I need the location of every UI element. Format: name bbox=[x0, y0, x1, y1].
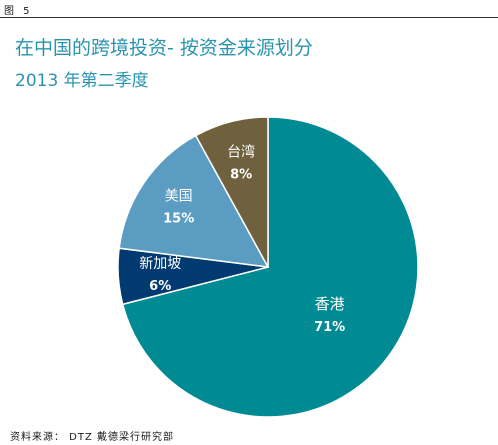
slice-value-usa: 15% bbox=[163, 211, 194, 226]
slice-value-singapore: 6% bbox=[149, 279, 171, 294]
slice-value-taiwan: 8% bbox=[230, 167, 252, 182]
chart-subtitle: 2013 年第二季度 bbox=[15, 71, 149, 91]
pie-slice-taiwan bbox=[194, 116, 269, 268]
figure-label: 图 5 bbox=[4, 6, 33, 17]
slice-value-hong-kong: 71% bbox=[314, 320, 345, 335]
pie-labels: 香港 71% 新加坡 6% 美国 15% 台湾 8% bbox=[139, 143, 345, 334]
pie-slices bbox=[117, 116, 419, 418]
slice-name-taiwan: 台湾 bbox=[227, 143, 255, 160]
slice-name-usa: 美国 bbox=[165, 188, 193, 204]
chart-title: 在中国的跨境投资- 按资金来源划分 bbox=[15, 37, 313, 59]
pie-slice-usa bbox=[118, 134, 270, 268]
pie-slice-hong-kong bbox=[121, 116, 419, 418]
slice-name-hong-kong: 香港 bbox=[315, 295, 345, 313]
header-divider bbox=[0, 17, 498, 18]
slice-name-singapore: 新加坡 bbox=[139, 256, 181, 272]
source-note: 资料来源： DTZ 戴德梁行研究部 bbox=[10, 432, 175, 443]
